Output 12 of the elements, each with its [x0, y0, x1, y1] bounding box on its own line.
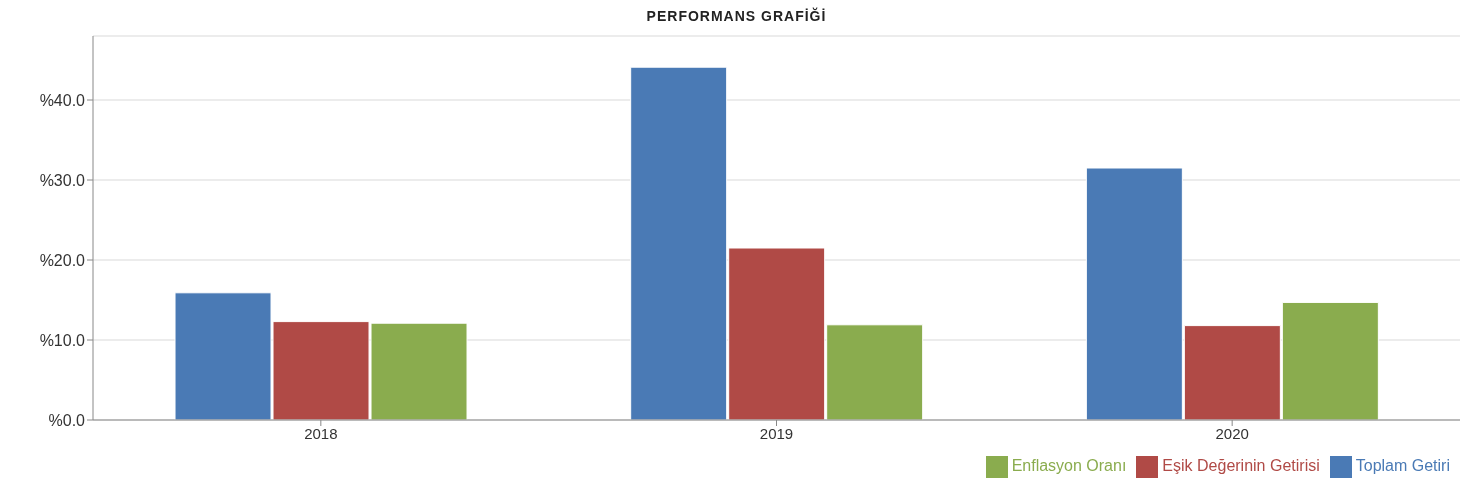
x-tick-label: 2020: [1215, 424, 1249, 442]
legend-label: Eşik Değerinin Getirisi: [1162, 457, 1320, 475]
x-tick-label: 2019: [759, 424, 794, 442]
chart-title: PERFORMANS GRAFİĞİ: [645, 8, 828, 26]
y-tick-label: %40.0: [39, 91, 86, 109]
x-tick-label: 2018: [304, 424, 338, 442]
y-tick-label: %20.0: [39, 251, 86, 269]
legend-label: Enflasyon Oranı: [1011, 457, 1127, 475]
y-tick-label: %30.0: [39, 171, 86, 189]
legend-label: Toplam Getiri: [1355, 457, 1450, 475]
y-tick-label: %10.0: [39, 331, 86, 349]
y-tick-label: %0.0: [48, 411, 86, 429]
